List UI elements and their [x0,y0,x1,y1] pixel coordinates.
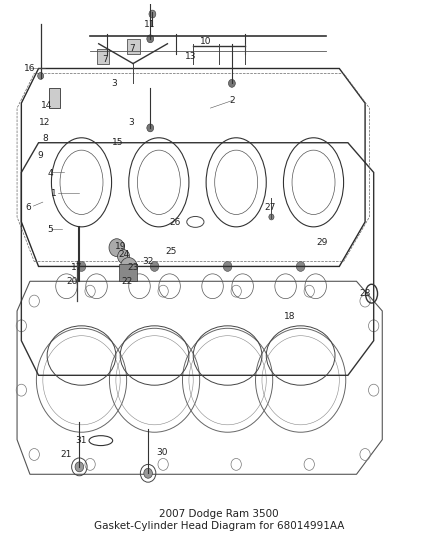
Text: 17: 17 [71,263,82,272]
Circle shape [147,35,154,43]
Polygon shape [49,88,60,108]
Text: 2: 2 [229,96,235,105]
Circle shape [77,262,86,271]
Text: 8: 8 [42,134,48,143]
Text: 27: 27 [264,203,276,212]
Text: 31: 31 [75,436,86,445]
Circle shape [144,469,152,478]
Circle shape [38,72,44,79]
Text: 26: 26 [170,219,181,228]
Circle shape [150,262,159,271]
Circle shape [229,79,235,87]
Text: 5: 5 [48,225,53,234]
Text: 16: 16 [24,64,35,73]
Bar [127,39,140,54]
Text: 22: 22 [121,277,132,286]
Text: 32: 32 [142,257,154,266]
Text: 23: 23 [127,263,139,272]
Text: 7: 7 [129,44,135,53]
Text: 4: 4 [48,169,53,178]
Text: 11: 11 [144,20,155,29]
Text: 10: 10 [199,37,211,46]
Text: 6: 6 [25,203,31,212]
Circle shape [147,124,154,132]
Text: 1: 1 [51,189,57,198]
Circle shape [269,214,274,220]
Text: 9: 9 [38,151,43,159]
Text: 24: 24 [118,249,129,259]
Text: 14: 14 [42,101,53,110]
Text: 29: 29 [316,238,328,247]
Text: 28: 28 [360,289,371,298]
Text: 12: 12 [39,118,51,127]
Text: 19: 19 [115,242,127,251]
Text: 13: 13 [185,52,197,61]
Text: 3: 3 [128,118,134,127]
Circle shape [149,10,156,18]
Circle shape [117,249,130,263]
Circle shape [223,262,232,271]
Text: 18: 18 [284,312,296,321]
Text: 7: 7 [102,55,108,64]
Text: 25: 25 [165,247,177,256]
Text: 3: 3 [111,79,117,88]
Circle shape [120,257,138,277]
Circle shape [297,262,305,271]
Text: 20: 20 [67,277,78,286]
Text: 21: 21 [61,450,72,459]
Circle shape [75,462,84,472]
Bar [96,49,110,63]
Text: 2007 Dodge Ram 3500
Gasket-Cylinder Head Diagram for 68014991AA: 2007 Dodge Ram 3500 Gasket-Cylinder Head… [94,509,344,530]
Circle shape [109,239,124,256]
Text: 30: 30 [156,448,168,456]
Text: 15: 15 [112,138,124,147]
Bar [119,264,137,281]
